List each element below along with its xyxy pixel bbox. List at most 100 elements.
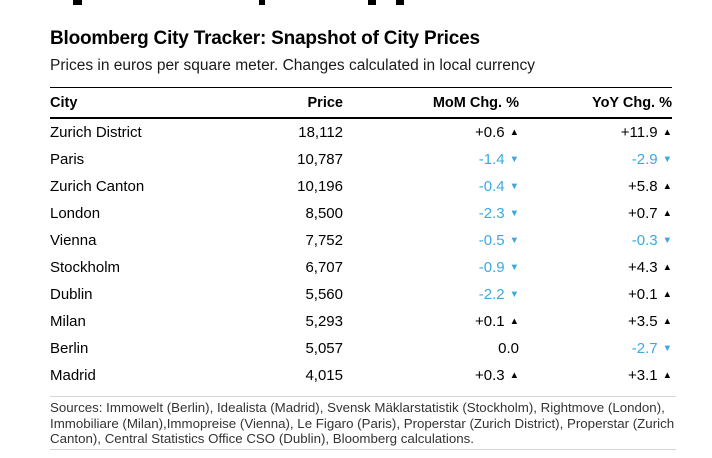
chart-title: Bloomberg City Tracker: Snapshot of City… <box>50 28 480 49</box>
up-arrow-icon: ▲ <box>662 288 672 300</box>
change-value: -0.4 <box>478 178 505 195</box>
change-value: +3.1 <box>627 367 658 384</box>
change-value: +3.5 <box>627 313 658 330</box>
table-row: Dublin 5,560 -2.2 ▼ +0.1 ▲ <box>50 281 672 308</box>
table-row: Zurich Canton 10,196 -0.4 ▼ +5.8 ▲ <box>50 173 672 200</box>
column-header-price: Price <box>307 94 343 111</box>
mom-change-cell: -2.3 ▼ <box>343 205 519 222</box>
up-arrow-icon: ▲ <box>509 369 519 381</box>
mom-change-cell: +0.6 ▲ <box>343 124 519 141</box>
change-value: -0.3 <box>631 232 658 249</box>
change-value: -2.7 <box>631 340 658 357</box>
up-arrow-icon: ▲ <box>662 207 672 219</box>
yoy-change-cell: -0.3 ▼ <box>519 232 672 249</box>
table-row: Vienna 7,752 -0.5 ▼ -0.3 ▼ <box>50 227 672 254</box>
change-value: -0.9 <box>478 259 505 276</box>
price-cell: 6,707 <box>305 259 343 276</box>
up-arrow-icon: ▲ <box>662 126 672 138</box>
down-arrow-icon: ▼ <box>509 234 519 246</box>
down-arrow-icon: ▼ <box>509 261 519 273</box>
column-header-mom: MoM Chg. % <box>432 94 519 111</box>
up-arrow-icon: ▲ <box>662 315 672 327</box>
price-cell: 5,560 <box>305 286 343 303</box>
cropped-text-fragment <box>259 0 265 5</box>
city-cell: Dublin <box>50 286 93 303</box>
table-row: Madrid 4,015 +0.3 ▲ +3.1 ▲ <box>50 362 672 389</box>
change-value: +5.8 <box>627 178 658 195</box>
price-cell: 10,787 <box>297 151 343 168</box>
chart-subtitle: Prices in euros per square meter. Change… <box>50 57 536 74</box>
down-arrow-icon: ▼ <box>509 207 519 219</box>
mom-change-cell: -1.4 ▼ <box>343 151 519 168</box>
cropped-text-fragment <box>73 0 82 5</box>
change-value: -2.9 <box>631 151 658 168</box>
yoy-change-cell: -2.7 ▼ <box>519 340 672 357</box>
table-row: Paris 10,787 -1.4 ▼ -2.9 ▼ <box>50 146 672 173</box>
price-cell: 18,112 <box>298 124 343 141</box>
city-cell: Zurich Canton <box>50 178 145 195</box>
change-value: -2.2 <box>478 286 505 303</box>
table-row: Milan 5,293 +0.1 ▲ +3.5 ▲ <box>50 308 672 335</box>
change-value: -0.5 <box>478 232 505 249</box>
city-cell: London <box>50 205 101 222</box>
price-cell: 5,057 <box>305 340 343 357</box>
change-value: -1.4 <box>478 151 505 168</box>
mom-change-cell: +0.3 ▲ <box>343 367 519 384</box>
price-cell: 5,293 <box>305 313 343 330</box>
down-arrow-icon: ▼ <box>509 288 519 300</box>
city-cell: Zurich District <box>50 124 142 141</box>
down-arrow-icon: ▼ <box>662 342 672 354</box>
yoy-change-cell: -2.9 ▼ <box>519 151 672 168</box>
city-cell: Stockholm <box>50 259 121 276</box>
cropped-text-fragment <box>396 0 404 5</box>
yoy-change-cell: +4.3 ▲ <box>519 259 672 276</box>
yoy-change-cell: +3.5 ▲ <box>519 313 672 330</box>
bottom-divider <box>50 449 676 450</box>
mom-change-cell: +0.1 ▲ <box>343 313 519 330</box>
table-row: Stockholm 6,707 -0.9 ▼ +4.3 ▲ <box>50 254 672 281</box>
change-value: +4.3 <box>627 259 658 276</box>
change-value: +11.9 <box>620 124 658 141</box>
sources-line: Sources: Immowelt (Berlin), Idealista (M… <box>50 400 665 415</box>
yoy-change-cell: +5.8 ▲ <box>519 178 672 195</box>
up-arrow-icon: ▲ <box>509 315 519 327</box>
change-value: 0.0 <box>498 340 519 357</box>
sources-divider <box>50 396 676 397</box>
column-header-city: City <box>50 94 78 111</box>
price-cell: 7,752 <box>305 232 343 249</box>
yoy-change-cell: +0.1 ▲ <box>519 286 672 303</box>
mom-change-cell: -0.5 ▼ <box>343 232 519 249</box>
city-cell: Berlin <box>50 340 89 357</box>
mom-change-cell: -2.2 ▼ <box>343 286 519 303</box>
change-value: +0.7 <box>627 205 658 222</box>
down-arrow-icon: ▼ <box>509 180 519 192</box>
sources-text: Sources: Immowelt (Berlin), Idealista (M… <box>50 400 682 447</box>
city-cell: Paris <box>50 151 85 168</box>
column-header-yoy: YoY Chg. % <box>591 94 672 111</box>
cropped-text-fragment <box>368 0 376 5</box>
down-arrow-icon: ▼ <box>509 153 519 165</box>
up-arrow-icon: ▲ <box>509 126 519 138</box>
yoy-change-cell: +11.9 ▲ <box>519 124 672 141</box>
table-row: Zurich District 18,112 +0.6 ▲ +11.9 ▲ <box>50 119 672 146</box>
yoy-change-cell: +0.7 ▲ <box>519 205 672 222</box>
table-row: London 8,500 -2.3 ▼ +0.7 ▲ <box>50 200 672 227</box>
down-arrow-icon: ▼ <box>662 234 672 246</box>
up-arrow-icon: ▲ <box>662 180 672 192</box>
table-row: Berlin 5,057 0.0 -2.7 ▼ <box>50 335 672 362</box>
price-cell: 8,500 <box>305 205 343 222</box>
change-value: +0.3 <box>474 367 505 384</box>
change-value: +0.1 <box>627 286 658 303</box>
price-cell: 10,196 <box>297 178 343 195</box>
price-cell: 4,015 <box>305 367 343 384</box>
table-header-row: City Price MoM Chg. % YoY Chg. % <box>50 87 672 119</box>
mom-change-cell: -0.9 ▼ <box>343 259 519 276</box>
down-arrow-icon: ▼ <box>662 153 672 165</box>
change-value: -2.3 <box>478 205 505 222</box>
yoy-change-cell: +3.1 ▲ <box>519 367 672 384</box>
sources-line: Immobiliare (Milan),Immopreise (Vienna),… <box>50 415 675 431</box>
city-cell: Vienna <box>50 232 97 249</box>
city-prices-table: City Price MoM Chg. % YoY Chg. % Zurich … <box>50 87 672 389</box>
city-cell: Milan <box>50 313 86 330</box>
up-arrow-icon: ▲ <box>662 369 672 381</box>
